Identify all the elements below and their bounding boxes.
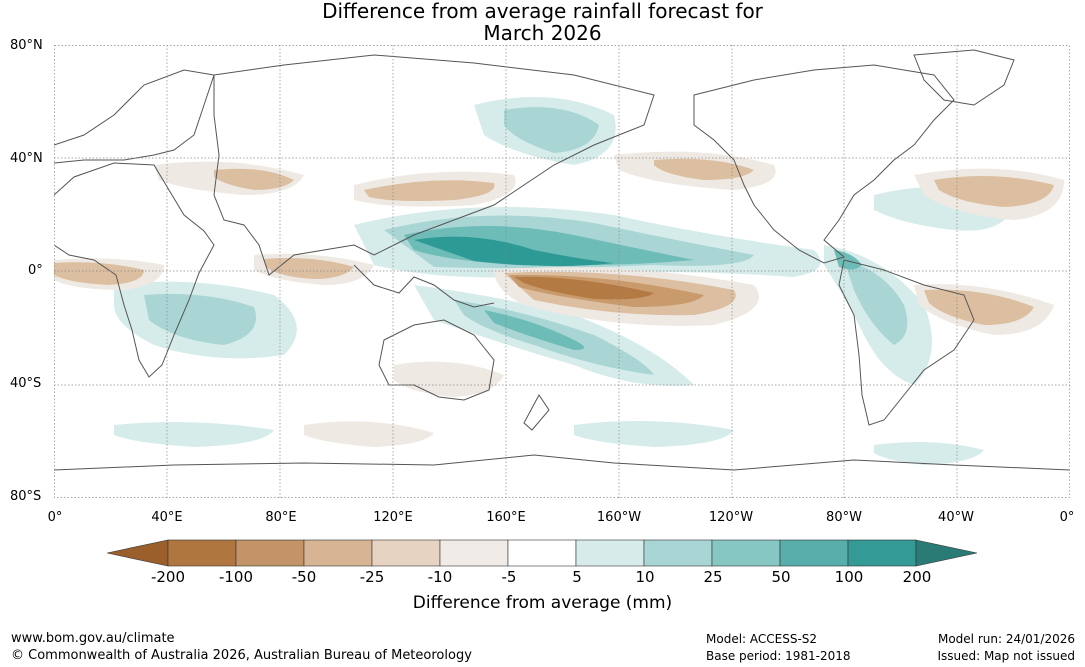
colorbar-tick: -200 xyxy=(150,568,186,586)
colorbar-tick: 5 xyxy=(572,568,582,586)
wet-anomaly-region xyxy=(844,260,908,345)
map-title-line2: March 2026 xyxy=(483,21,602,45)
colorbar-tick: -5 xyxy=(501,568,517,586)
coast-greenland xyxy=(913,49,1015,106)
wet-anomaly-region xyxy=(414,236,614,267)
colorbar-cell xyxy=(711,539,781,567)
lon-label-80e: 80°E xyxy=(265,510,297,525)
lon-label-40w: 40°W xyxy=(938,510,974,525)
lon-label-40e: 40°E xyxy=(151,510,183,525)
coast-maritime xyxy=(353,264,495,308)
lon-label-0: 0° xyxy=(47,510,63,525)
dry-anomaly-region xyxy=(304,421,434,447)
anomaly-fields xyxy=(54,97,1064,465)
colorbar-label: Difference from average (mm) xyxy=(412,593,673,613)
lon-label-80w: 80°W xyxy=(826,510,862,525)
dry-anomaly-region xyxy=(54,262,144,285)
coast-africa xyxy=(54,162,215,378)
colorbar-cell xyxy=(167,539,237,567)
colorbar-cell xyxy=(303,539,373,567)
map-title-line1: Difference from average rainfall forecas… xyxy=(322,0,763,23)
lat-label-equator: 0° xyxy=(28,263,43,278)
colorbar-cell xyxy=(575,539,645,567)
colorbar-tick: -10 xyxy=(427,568,453,586)
dry-anomaly-region xyxy=(264,258,354,279)
lat-label-80n: 80°N xyxy=(10,38,43,53)
coast-south-america xyxy=(838,259,975,426)
dry-anomaly-region xyxy=(924,289,1034,325)
wet-anomaly-region xyxy=(114,421,274,447)
colorbar-cell xyxy=(371,539,441,567)
lon-label-160e: 160°E xyxy=(486,510,526,525)
rainfall-anomaly-map xyxy=(54,45,1070,498)
coast-new-zealand xyxy=(523,394,550,431)
footer-base-period: Base period: 1981-2018 xyxy=(706,649,851,663)
footer-url[interactable]: www.bom.gov.au/climate xyxy=(11,631,175,646)
colorbar-tick: -50 xyxy=(291,568,317,586)
footer-issued: Issued: Map not issued xyxy=(937,649,1075,663)
gridlines xyxy=(54,45,1070,498)
colorbar-cell xyxy=(779,539,849,567)
colorbar-tick: 10 xyxy=(635,568,655,586)
lon-label-120e: 120°E xyxy=(373,510,413,525)
lat-label-80s: 80°S xyxy=(10,489,42,504)
lon-label-160w: 160°W xyxy=(596,510,642,525)
colorbar-cell xyxy=(235,539,305,567)
coast-europe xyxy=(54,69,215,164)
colorbar-cell xyxy=(507,539,577,567)
coast-antarctica xyxy=(54,454,1070,471)
dry-anomaly-region xyxy=(364,180,495,201)
colorbar-tick: -100 xyxy=(218,568,254,586)
dry-anomaly-region xyxy=(214,168,294,190)
map-frame xyxy=(54,45,1070,498)
coast-asia xyxy=(213,54,655,276)
colorbar-tick: 200 xyxy=(902,568,932,586)
colorbar-cell xyxy=(847,539,917,567)
colorbar-cell xyxy=(439,539,509,567)
colorbar xyxy=(107,539,978,567)
wet-anomaly-region xyxy=(574,421,734,447)
wet-anomaly-region xyxy=(484,310,584,350)
lon-label-120w: 120°W xyxy=(708,510,754,525)
wet-anomaly-region xyxy=(504,107,599,153)
colorbar-tick: 100 xyxy=(834,568,864,586)
footer-copyright: © Commonwealth of Australia 2026, Austra… xyxy=(11,648,472,663)
footer-model: Model: ACCESS-S2 xyxy=(706,632,818,646)
coast-australia xyxy=(378,319,495,401)
lon-label-0-right: 0° xyxy=(1059,510,1075,525)
wet-anomaly-region xyxy=(144,293,256,345)
colorbar-tick: -25 xyxy=(359,568,385,586)
colorbar-extend-low xyxy=(107,539,169,567)
colorbar-tick: 25 xyxy=(703,568,723,586)
colorbar-cell xyxy=(643,539,713,567)
dry-anomaly-region xyxy=(654,158,754,180)
lat-label-40n: 40°N xyxy=(10,151,43,166)
colorbar-tick: 50 xyxy=(771,568,791,586)
colorbar-extend-high xyxy=(915,539,978,567)
colorbar-cells xyxy=(107,539,978,567)
wet-anomaly-region xyxy=(874,441,984,465)
coastlines xyxy=(54,49,1070,471)
footer-model-run: Model run: 24/01/2026 xyxy=(937,632,1075,646)
coast-north-america xyxy=(693,64,955,264)
dry-anomaly-region xyxy=(934,176,1054,207)
lat-label-40s: 40°S xyxy=(10,376,42,391)
